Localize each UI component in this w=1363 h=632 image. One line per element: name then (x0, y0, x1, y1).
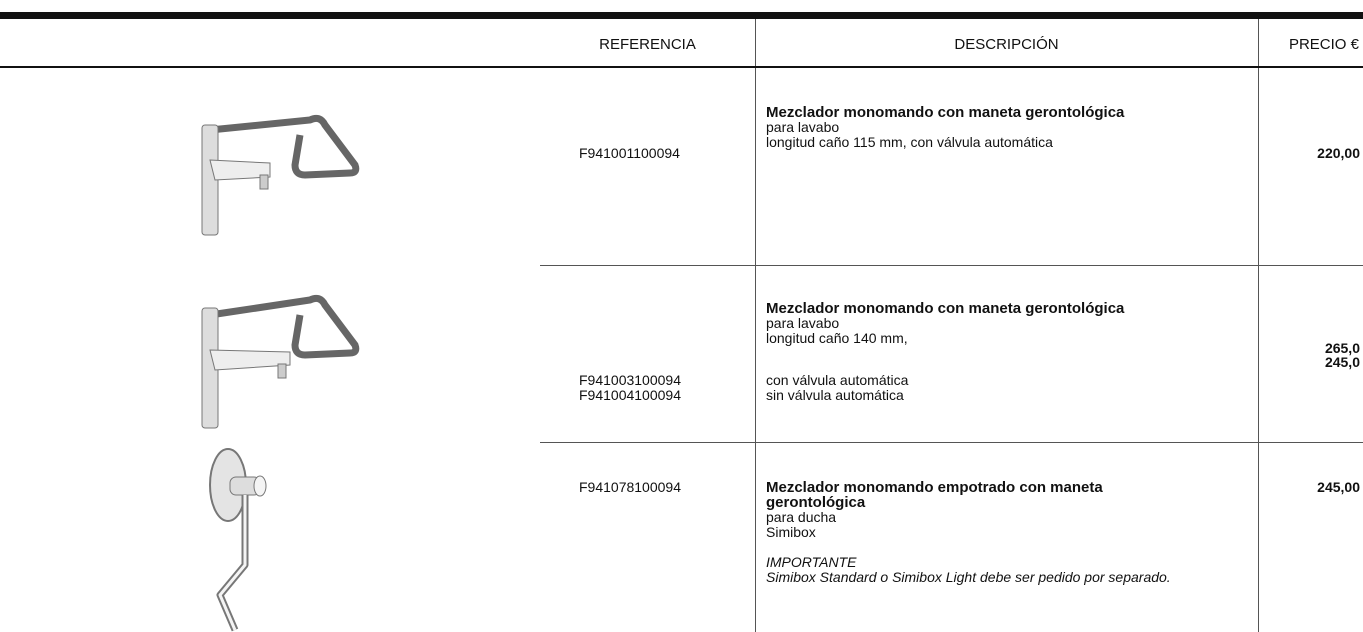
description-line: longitud caño 115 mm, con válvula automá… (766, 134, 1053, 150)
price: 245,0 (1324, 354, 1360, 370)
description-title: Mezclador monomando empotrado con maneta… (766, 479, 1103, 511)
column-divider (1258, 19, 1259, 632)
header-cell: REFERENCIA (599, 36, 696, 53)
description-line: Simibox (766, 524, 816, 540)
description: Mezclador monomando con maneta gerontoló… (766, 105, 1236, 150)
description-line: para lavabo (766, 119, 840, 135)
reference: F941001100094 (579, 145, 680, 161)
note: Simibox Standard o Simibox Light debe se… (766, 569, 1171, 585)
product-image (201, 294, 360, 429)
description-option: con válvula automática (766, 372, 909, 388)
reference: F941004100094 (579, 387, 681, 403)
header-cell: DESCRIPCIÓN (954, 36, 1059, 53)
product-image (201, 114, 360, 236)
description: Mezclador monomando con maneta gerontoló… (766, 301, 1236, 403)
description-option: sin válvula automática (766, 387, 904, 403)
header-cell: PRECIO € (1288, 36, 1359, 53)
row-divider (540, 265, 1363, 266)
price: 245,00 (1317, 479, 1360, 495)
header-rule (0, 66, 1363, 68)
column-divider (755, 19, 756, 632)
description-line: longitud caño 140 mm, (766, 330, 908, 346)
product-image (209, 448, 267, 632)
reference: F941003100094 (579, 372, 681, 388)
top-bar (0, 12, 1363, 19)
description-title: Mezclador monomando con maneta gerontoló… (766, 300, 1125, 317)
reference: F941078100094 (579, 479, 681, 495)
price: 220,00 (1317, 145, 1360, 161)
description-line: para ducha (766, 509, 837, 525)
row-divider (540, 442, 1363, 443)
note-title: IMPORTANTE (766, 554, 857, 570)
description-title: Mezclador monomando con maneta gerontoló… (766, 104, 1125, 121)
description-line: para lavabo (766, 315, 840, 331)
price: 265,0 (1324, 340, 1360, 356)
description: Mezclador monomando empotrado con maneta… (766, 480, 1246, 585)
